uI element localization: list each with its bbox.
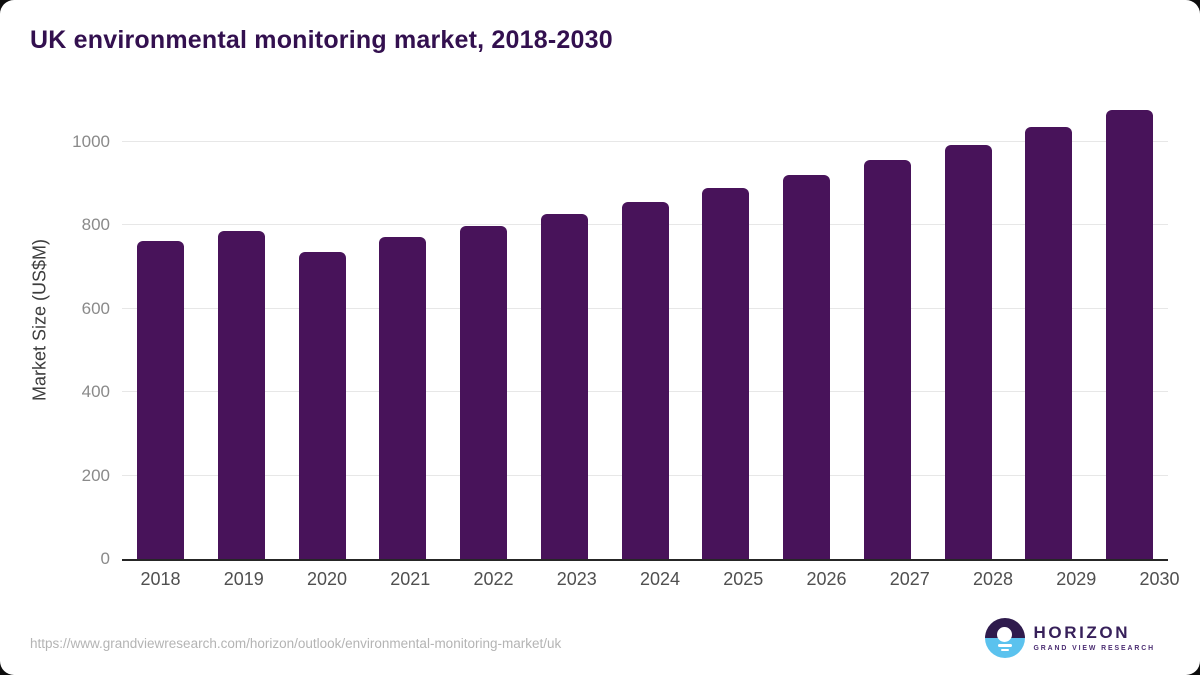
bar-2023 xyxy=(540,214,588,559)
bar-2020 xyxy=(298,252,346,559)
y-tick-label-200: 200 xyxy=(81,465,110,485)
horizon-logo: HORIZON GRAND VIEW RESEARCH xyxy=(984,618,1155,658)
x-tick-label-2028: 2028 xyxy=(972,569,1014,589)
bar-2022 xyxy=(460,226,507,559)
y-tick-label-1000: 1000 xyxy=(72,131,110,151)
y-tick-label-0: 0 xyxy=(100,549,110,568)
y-tick-label-800: 800 xyxy=(81,215,110,235)
bar-2027 xyxy=(863,160,911,559)
source-url: https://www.grandviewresearch.com/horizo… xyxy=(30,636,562,651)
plot-area xyxy=(122,100,1168,561)
bar-2024 xyxy=(621,202,669,559)
bars-container xyxy=(122,100,1168,559)
wave-icon xyxy=(997,644,1012,647)
x-tick-label-2019: 2019 xyxy=(223,569,264,589)
x-tick-label-2026: 2026 xyxy=(806,569,847,589)
logo-tagline: GRAND VIEW RESEARCH xyxy=(1033,644,1155,652)
bar-2025 xyxy=(702,188,750,559)
x-tick-label-2021: 2021 xyxy=(390,569,431,589)
bar-2018 xyxy=(137,241,184,559)
logo-brand: HORIZON xyxy=(1033,623,1131,643)
gridline-1000 xyxy=(122,140,1168,142)
sun-icon xyxy=(997,627,1013,642)
y-tick-label-400: 400 xyxy=(81,382,110,402)
bar-2021 xyxy=(379,237,427,559)
bar-2028 xyxy=(944,145,992,559)
bar-2026 xyxy=(783,175,830,559)
y-axis-ticks: 0 200 400 600 800 1000 xyxy=(40,100,110,568)
x-tick-label-2023: 2023 xyxy=(556,569,597,589)
x-tick-label-2025: 2025 xyxy=(723,569,764,589)
x-tick-label-2027: 2027 xyxy=(889,569,930,589)
x-tick-label-2022: 2022 xyxy=(473,569,514,589)
x-axis-labels: 2018 2019 2020 2021 2022 2023 2024 2025 2026 2027… xyxy=(122,569,1198,590)
x-tick-label-2029: 2029 xyxy=(1056,569,1097,589)
bar-2029 xyxy=(1025,127,1073,559)
logo-text: HORIZON GRAND VIEW RESEARCH xyxy=(1033,623,1155,652)
y-tick-label-600: 600 xyxy=(81,298,110,318)
horizon-logo-icon xyxy=(984,618,1025,658)
x-tick-label-2024: 2024 xyxy=(639,569,681,589)
bar-2030 xyxy=(1106,110,1153,559)
bar-2019 xyxy=(217,231,265,559)
x-tick-label-2030: 2030 xyxy=(1139,569,1180,589)
chart-title: UK environmental monitoring market, 2018… xyxy=(30,26,613,54)
wave-icon xyxy=(1000,648,1009,651)
x-tick-label-2020: 2020 xyxy=(306,569,348,589)
x-tick-label-2018: 2018 xyxy=(140,569,181,589)
